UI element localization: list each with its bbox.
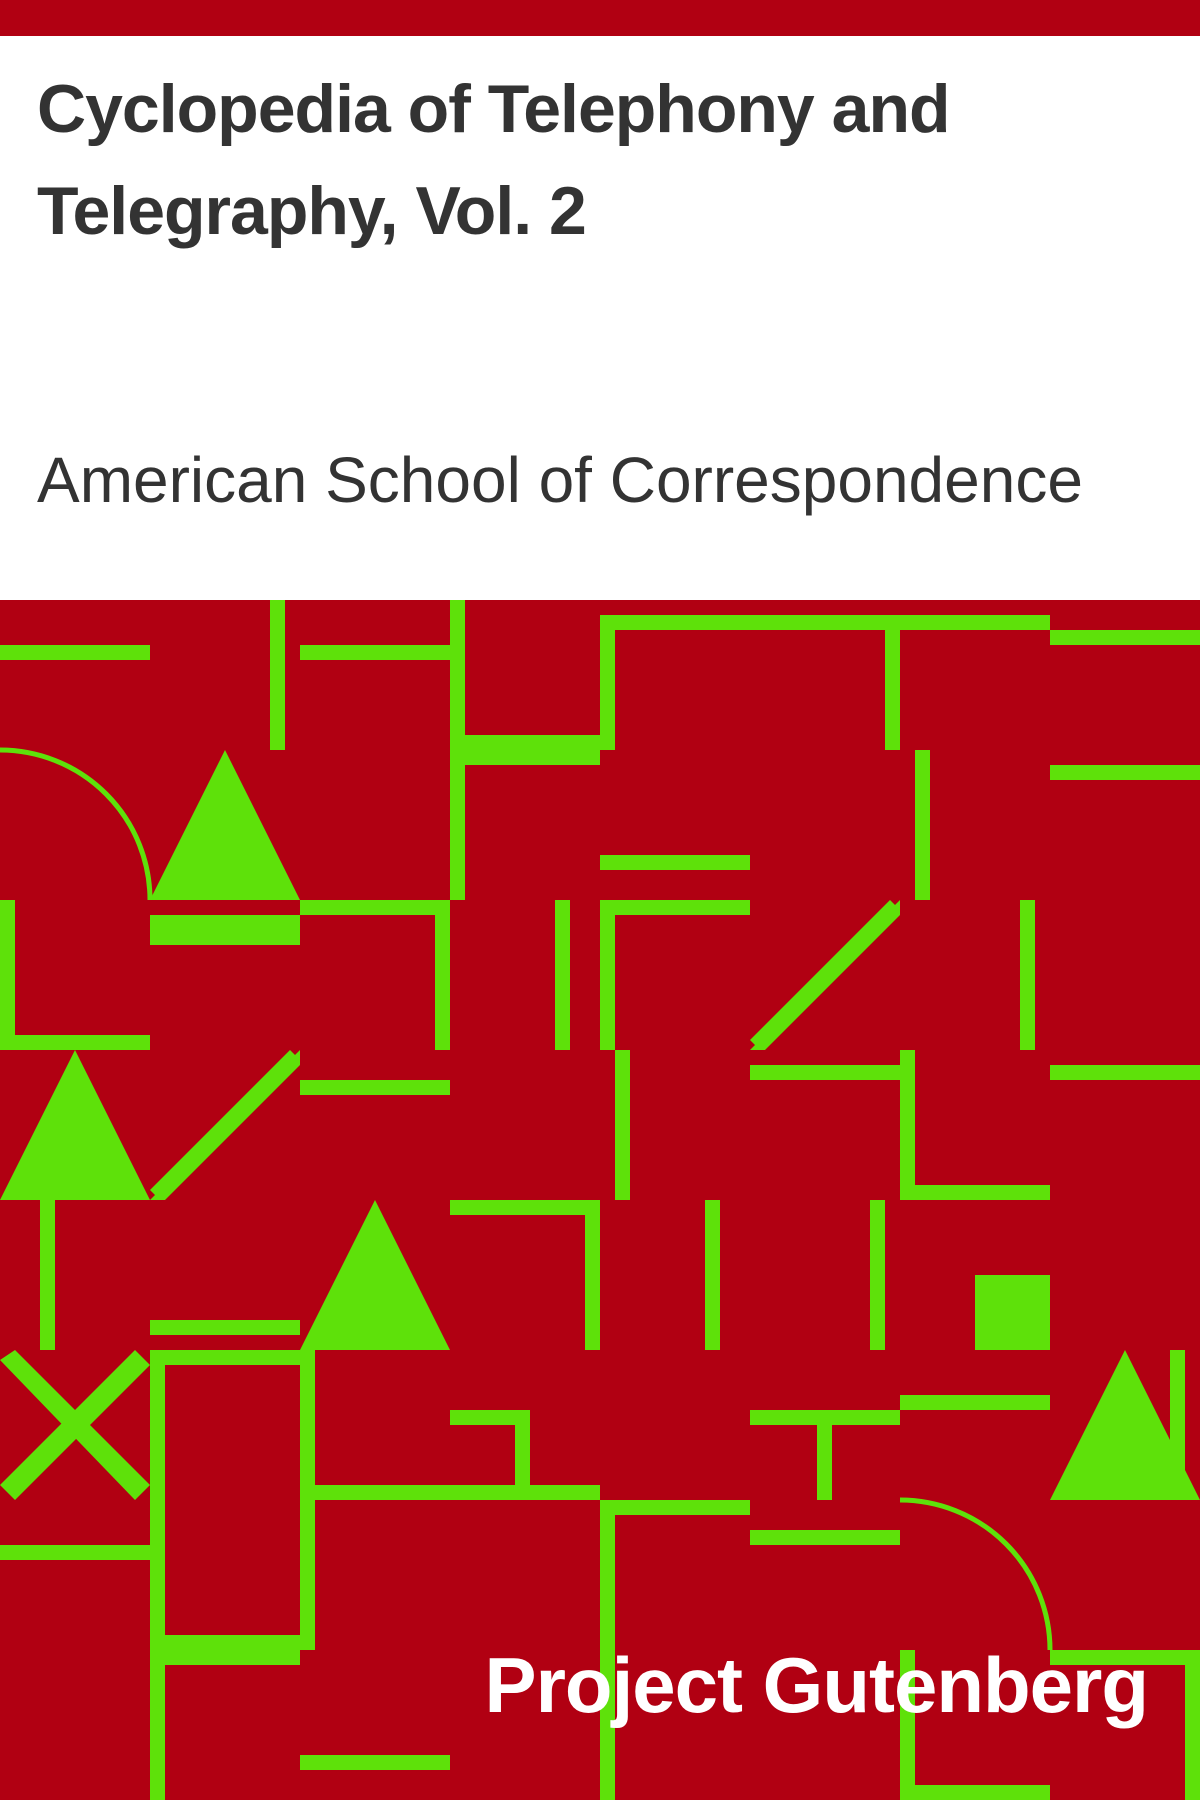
book-author: American School of Correspondence	[37, 444, 1083, 516]
publisher-name: Project Gutenberg	[484, 1641, 1149, 1729]
decorative-pattern	[0, 600, 1200, 1800]
book-title: Cyclopedia of Telephony and Telegraphy, …	[37, 71, 951, 249]
title-panel	[0, 36, 1200, 600]
top-color-band	[0, 0, 1200, 36]
